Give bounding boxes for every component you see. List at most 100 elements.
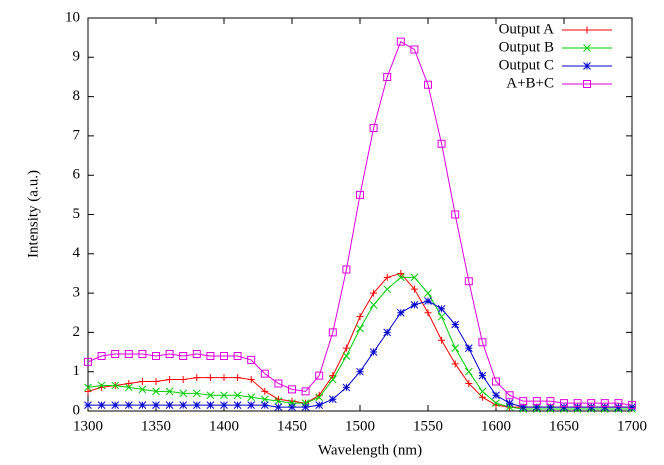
data-point xyxy=(288,399,296,407)
series-line xyxy=(87,276,632,410)
x-tick-label: 1500 xyxy=(345,418,375,434)
data-point xyxy=(152,401,160,409)
data-point xyxy=(84,383,92,392)
data-point xyxy=(437,304,446,313)
data-point xyxy=(301,403,310,411)
data-point xyxy=(206,351,215,360)
data-point xyxy=(424,80,432,89)
data-point xyxy=(125,379,133,387)
data-point xyxy=(179,351,188,360)
data-point xyxy=(111,381,120,390)
legend-marker xyxy=(583,80,591,88)
data-point xyxy=(478,338,487,347)
data-point xyxy=(301,399,310,407)
data-point xyxy=(274,379,283,388)
data-point xyxy=(342,383,351,392)
y-tick-label: 2 xyxy=(73,324,81,340)
data-point xyxy=(505,391,514,400)
data-point xyxy=(546,403,555,411)
data-point xyxy=(97,401,106,409)
data-point xyxy=(600,399,609,408)
data-point xyxy=(315,401,324,409)
data-point xyxy=(342,344,350,352)
data-point xyxy=(165,387,174,396)
data-point xyxy=(206,401,215,409)
data-point xyxy=(274,397,283,406)
data-point xyxy=(247,376,255,384)
x-tick-label: 1550 xyxy=(413,418,443,434)
data-point xyxy=(206,391,215,400)
data-point xyxy=(206,374,214,382)
data-point xyxy=(560,399,568,408)
data-point xyxy=(152,378,160,386)
data-point xyxy=(628,403,636,411)
data-point xyxy=(234,374,242,382)
data-point xyxy=(437,312,446,321)
data-point xyxy=(247,401,256,409)
data-point xyxy=(451,320,460,329)
data-point xyxy=(301,387,310,396)
data-point xyxy=(274,403,283,411)
data-point xyxy=(478,393,486,401)
data-point xyxy=(220,374,228,382)
y-tick-label: 7 xyxy=(73,127,81,143)
data-point xyxy=(356,324,364,333)
data-point xyxy=(370,289,378,297)
x-tick-label: 1300 xyxy=(73,418,103,434)
data-point xyxy=(478,371,487,380)
data-point xyxy=(519,403,528,411)
y-tick-label: 3 xyxy=(73,285,81,301)
data-point xyxy=(519,397,528,406)
data-point xyxy=(192,389,201,398)
data-point xyxy=(260,395,269,404)
data-point xyxy=(410,45,419,54)
legend-marker xyxy=(583,62,591,70)
data-point xyxy=(124,401,133,409)
data-point xyxy=(369,124,378,133)
legend-marker xyxy=(583,26,591,34)
x-tick-label: 1700 xyxy=(617,418,647,434)
data-point xyxy=(383,72,392,81)
data-point xyxy=(179,401,188,409)
data-point xyxy=(396,273,405,282)
data-point xyxy=(260,401,269,409)
legend-label: Output B xyxy=(499,39,554,55)
data-point xyxy=(451,360,459,368)
data-point xyxy=(84,401,92,409)
data-point xyxy=(84,387,92,395)
data-point xyxy=(410,285,418,293)
y-tick-label: 4 xyxy=(73,245,81,261)
x-tick-label: 1350 xyxy=(141,418,171,434)
data-point xyxy=(573,399,582,408)
y-tick-label: 9 xyxy=(73,49,81,65)
data-point xyxy=(424,309,432,317)
data-point xyxy=(261,387,269,395)
data-point xyxy=(410,273,419,282)
data-point xyxy=(260,369,269,378)
data-point xyxy=(233,351,242,360)
data-point xyxy=(397,269,405,277)
data-point xyxy=(505,403,514,411)
data-point xyxy=(97,381,106,390)
data-point xyxy=(165,401,174,409)
data-point xyxy=(369,348,378,356)
data-point xyxy=(464,344,473,352)
data-point xyxy=(451,210,460,219)
data-point xyxy=(438,336,446,344)
data-point xyxy=(342,352,351,360)
data-point xyxy=(492,377,500,386)
data-point xyxy=(315,393,324,402)
data-point xyxy=(328,395,337,404)
data-point xyxy=(369,301,378,309)
data-point xyxy=(288,403,296,411)
data-point xyxy=(396,308,405,317)
data-point xyxy=(84,357,92,366)
data-point xyxy=(383,328,392,337)
data-point xyxy=(628,401,636,410)
data-point xyxy=(424,289,432,297)
data-point xyxy=(328,328,337,337)
y-axis-label: Intensity (a.u.) xyxy=(25,170,41,258)
legend-label: Output A xyxy=(499,21,555,37)
data-point xyxy=(532,403,541,411)
